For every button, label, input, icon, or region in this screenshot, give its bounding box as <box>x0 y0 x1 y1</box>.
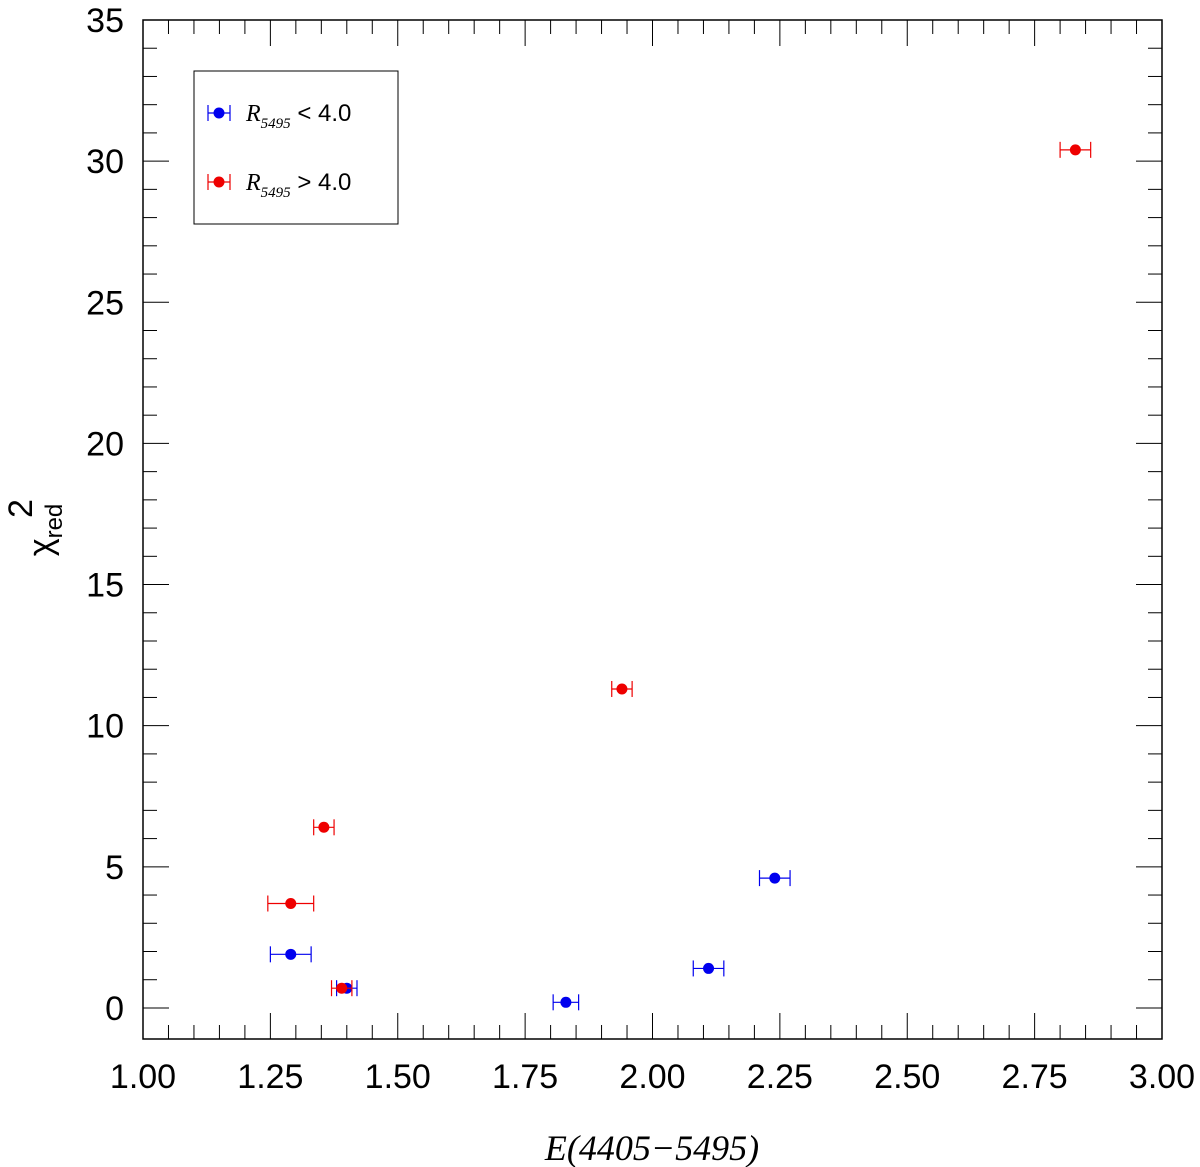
x-tick-label: 2.25 <box>747 1058 813 1096</box>
legend-marker <box>213 107 225 119</box>
y-tick-label: 10 <box>86 708 124 746</box>
y-axis-title-sup: 2 <box>2 499 40 518</box>
y-tick-label: 30 <box>86 143 124 181</box>
point-marker <box>616 683 628 695</box>
y-tick-label: 5 <box>105 849 124 887</box>
point-marker <box>285 948 297 960</box>
y-tick-label: 20 <box>86 425 124 463</box>
y-tick-label: 25 <box>86 284 124 322</box>
axis-tick-labels: 1.00 1.25 1.50 1.75 2.00 2.25 2.50 2.75 3.00 0 5 10… <box>86 2 1195 1096</box>
point-marker <box>336 982 348 994</box>
data-point <box>267 895 315 912</box>
point-marker <box>318 821 330 833</box>
legend: R5495 < 4.0 R5495 > 4.0 <box>193 70 399 225</box>
data-point <box>552 994 580 1011</box>
svg-text:χred: χred <box>22 504 68 557</box>
point-marker <box>769 872 781 884</box>
data-point <box>758 870 791 887</box>
x-tick-label: 3.00 <box>1129 1058 1195 1096</box>
data-point <box>611 680 633 697</box>
data-points <box>267 141 1092 1011</box>
data-point <box>313 819 335 836</box>
x-axis-title: E(4405−5495) <box>544 1128 759 1167</box>
point-marker <box>1069 144 1081 156</box>
x-tick-label: 1.25 <box>237 1058 303 1096</box>
legend-label: R5495 < 4.0 <box>245 100 351 132</box>
x-tick-label: 2.75 <box>1002 1058 1068 1096</box>
legend-marker <box>213 176 225 188</box>
data-point <box>330 980 353 997</box>
point-marker <box>560 996 572 1008</box>
x-tick-label: 2.00 <box>619 1058 685 1096</box>
y-tick-label: 15 <box>86 567 124 605</box>
point-marker <box>285 898 297 910</box>
axis-ticks <box>142 19 1163 1039</box>
x-tick-label: 1.00 <box>110 1058 176 1096</box>
x-tick-label: 1.75 <box>492 1058 558 1096</box>
series-1 <box>267 141 1092 997</box>
data-point <box>1059 141 1092 158</box>
y-tick-label: 35 <box>86 2 124 40</box>
point-marker <box>703 962 715 974</box>
x-tick-label: 2.50 <box>874 1058 940 1096</box>
legend-item-0: R5495 < 4.0 <box>207 100 351 132</box>
series-0 <box>269 870 791 1011</box>
y-tick-label: 0 <box>105 990 124 1028</box>
data-point <box>269 946 312 963</box>
y-axis-title-main: χ <box>22 538 60 556</box>
legend-item-1: R5495 > 4.0 <box>207 169 351 201</box>
y-axis-title-sub: red <box>41 504 68 539</box>
x-tick-label: 1.50 <box>365 1058 431 1096</box>
legend-label: R5495 > 4.0 <box>245 169 351 201</box>
y-axis-title: χred 2 <box>2 499 68 556</box>
legend-box <box>193 70 399 225</box>
data-point <box>692 960 725 977</box>
